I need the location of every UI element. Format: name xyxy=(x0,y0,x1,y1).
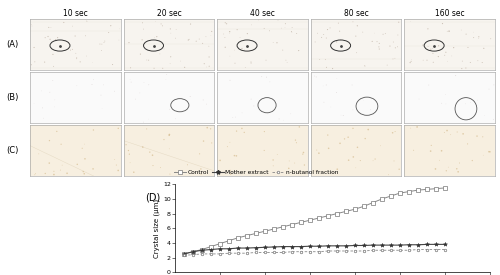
Point xyxy=(262,12,270,16)
Point xyxy=(486,4,494,9)
Point xyxy=(286,68,294,73)
Point xyxy=(374,25,382,29)
Point xyxy=(442,81,450,85)
Point xyxy=(432,54,440,58)
Point xyxy=(364,50,372,54)
Point xyxy=(356,34,364,39)
Y-axis label: (C): (C) xyxy=(6,146,19,155)
Point xyxy=(242,12,250,16)
Point xyxy=(496,56,500,60)
Title: 10 sec: 10 sec xyxy=(63,9,88,18)
Point xyxy=(334,23,342,27)
Point xyxy=(318,52,326,56)
Point xyxy=(345,6,353,10)
Point xyxy=(458,10,466,14)
Point xyxy=(434,75,442,80)
Y-axis label: (A): (A) xyxy=(6,40,19,49)
Point xyxy=(346,88,354,93)
Point xyxy=(452,35,460,40)
Point xyxy=(330,39,338,43)
Point xyxy=(115,62,123,66)
Point xyxy=(382,133,390,137)
Point xyxy=(392,103,400,107)
Point xyxy=(484,65,492,69)
Point xyxy=(210,126,218,130)
Point xyxy=(204,62,212,67)
Point xyxy=(457,44,465,48)
Point xyxy=(214,28,222,33)
Point xyxy=(440,45,448,49)
Point xyxy=(401,45,409,50)
Title: 20 sec: 20 sec xyxy=(156,9,182,18)
Point xyxy=(108,41,116,45)
Point xyxy=(393,64,401,69)
Point xyxy=(418,68,426,73)
Point xyxy=(318,30,326,35)
Point xyxy=(441,20,449,24)
Point xyxy=(388,126,396,131)
Y-axis label: (B): (B) xyxy=(6,93,19,102)
Point xyxy=(414,28,422,32)
Point xyxy=(286,7,294,11)
Point xyxy=(195,53,203,57)
Point xyxy=(210,27,218,31)
Point xyxy=(122,127,130,131)
Point xyxy=(224,28,232,32)
Point xyxy=(393,43,401,48)
Point xyxy=(82,7,90,12)
Point xyxy=(89,10,97,14)
Legend: Control, Mother extract, n-butanol fraction: Control, Mother extract, n-butanol fract… xyxy=(172,168,340,178)
Point xyxy=(494,36,500,41)
Point xyxy=(376,98,384,102)
Point xyxy=(378,4,386,9)
Point xyxy=(246,31,254,35)
Y-axis label: Crystal size (µm): Crystal size (µm) xyxy=(154,199,160,258)
Point xyxy=(332,62,340,66)
Title: 40 sec: 40 sec xyxy=(250,9,275,18)
Point xyxy=(482,24,490,29)
Point xyxy=(289,135,297,139)
Text: (D): (D) xyxy=(145,192,160,202)
Point xyxy=(467,38,475,43)
Point xyxy=(236,25,244,29)
Title: 80 sec: 80 sec xyxy=(344,9,368,18)
Point xyxy=(467,16,475,21)
Point xyxy=(258,114,266,119)
Point xyxy=(348,95,356,99)
Point xyxy=(115,138,123,142)
Point xyxy=(496,51,500,56)
Point xyxy=(325,47,333,51)
Point xyxy=(332,4,340,8)
Point xyxy=(470,30,478,34)
Point xyxy=(289,106,297,110)
Point xyxy=(496,90,500,94)
Point xyxy=(84,66,92,71)
Point xyxy=(421,100,429,104)
Point xyxy=(322,27,330,31)
Point xyxy=(280,51,288,56)
Point xyxy=(496,57,500,62)
Point xyxy=(373,25,381,29)
Point xyxy=(375,83,383,87)
Point xyxy=(408,124,416,128)
Point xyxy=(346,1,354,5)
Point xyxy=(448,19,456,23)
Point xyxy=(488,50,496,54)
Title: 160 sec: 160 sec xyxy=(435,9,464,18)
Point xyxy=(376,64,384,68)
Point xyxy=(427,43,435,47)
Point xyxy=(305,29,313,34)
Point xyxy=(486,76,494,80)
Point xyxy=(254,29,262,34)
Point xyxy=(372,29,380,34)
Point xyxy=(229,80,237,84)
Point xyxy=(392,61,400,65)
